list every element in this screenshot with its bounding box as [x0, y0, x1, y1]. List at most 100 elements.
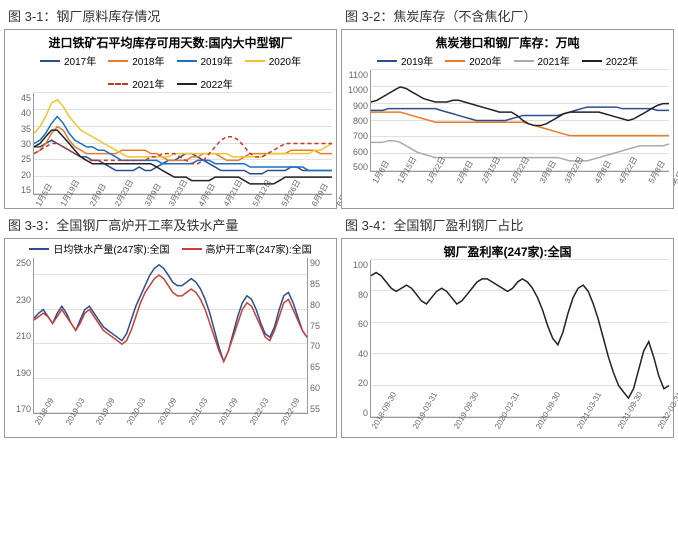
- series-line: [34, 265, 307, 362]
- y-tick: 230: [16, 295, 31, 305]
- legend-label: 2022年: [606, 53, 638, 68]
- legend-swatch: [177, 60, 197, 62]
- y-tick: 170: [16, 404, 31, 414]
- series-line: [34, 130, 332, 184]
- legend-swatch: [108, 60, 128, 62]
- panel-title: 图 3-3：全国钢厂高炉开工率及铁水产量: [4, 213, 337, 236]
- legend-swatch: [377, 60, 397, 62]
- y-axis-right: 55 60 65 70 75 80 85 90: [308, 258, 336, 414]
- x-axis: 2018-092019-032019-092020-032020-092021-…: [33, 414, 308, 434]
- y-tick: 700: [353, 131, 368, 141]
- legend-label: 2022年: [201, 76, 233, 91]
- y-tick: 25: [21, 154, 31, 164]
- y-tick: 900: [353, 101, 368, 111]
- chart-title: 进口铁矿石平均库存可用天数:国内大中型钢厂: [5, 30, 336, 51]
- y-tick: 70: [310, 341, 320, 351]
- series-line: [371, 273, 669, 399]
- plot: 0 20 40 60 80 100 2018-09-302019-03-312019-09-…: [342, 260, 673, 438]
- legend: 2019年 2020年 2021年 2022年: [342, 51, 673, 70]
- y-tick: 30: [21, 139, 31, 149]
- chart-box: 焦炭港口和钢厂库存：万吨 2019年 2020年 2021年 2022年 500 600 70…: [341, 29, 674, 209]
- legend-item: 2017年: [40, 53, 96, 68]
- y-tick: 60: [310, 383, 320, 393]
- legend-label: 2021年: [132, 76, 164, 91]
- legend-swatch: [29, 248, 49, 250]
- y-tick: 55: [310, 404, 320, 414]
- y-tick: 0: [363, 408, 368, 418]
- y-axis: 0 20 40 60 80 100: [342, 260, 370, 418]
- x-axis: 2018-09-302019-03-312019-09-302020-03-31…: [370, 418, 669, 438]
- y-tick: 100: [353, 260, 368, 270]
- legend-item: 日均铁水产量(247家):全国: [29, 241, 169, 256]
- legend-swatch: [582, 60, 602, 62]
- legend-label: 2019年: [401, 53, 433, 68]
- legend-item: 2021年: [514, 53, 570, 68]
- plot-area: [33, 258, 308, 414]
- legend-item: 2018年: [108, 53, 164, 68]
- legend-label: 2021年: [538, 53, 570, 68]
- y-tick: 600: [353, 147, 368, 157]
- y-tick: 250: [16, 258, 31, 268]
- y-tick: 65: [310, 362, 320, 372]
- legend: 2017年 2018年 2019年 2020年 2021年 2022年: [5, 51, 336, 93]
- chart-box: 钢厂盈利率(247家):全国 0 20 40 60 80 100 2018-09-302019…: [341, 238, 674, 438]
- y-tick: 60: [358, 319, 368, 329]
- chart-title: 焦炭港口和钢厂库存：万吨: [342, 30, 673, 51]
- legend-swatch: [40, 60, 60, 62]
- series-line: [34, 140, 332, 174]
- legend-label: 2020年: [469, 53, 501, 68]
- legend-label: 日均铁水产量(247家):全国: [53, 241, 169, 256]
- y-tick: 190: [16, 368, 31, 378]
- panel-c1: 图 3-1：钢厂原料库存情况进口铁矿石平均库存可用天数:国内大中型钢厂2017年…: [4, 4, 337, 209]
- y-tick: 85: [310, 279, 320, 289]
- legend-swatch: [514, 60, 534, 62]
- legend-item: 2021年: [108, 76, 164, 91]
- panel-title: 图 3-2：焦炭库存（不含焦化厂）: [341, 4, 674, 27]
- legend-label: 2019年: [201, 53, 233, 68]
- chart-box: 进口铁矿石平均库存可用天数:国内大中型钢厂2017年2018年2019年2020…: [4, 29, 337, 209]
- y-tick: 35: [21, 124, 31, 134]
- legend-item: 2022年: [177, 76, 233, 91]
- legend-item: 2020年: [245, 53, 301, 68]
- x-axis: 1月5日1月19日2月9日2月23日3月9日3月23日4月6日4月21日5月12…: [33, 195, 332, 215]
- y-axis: 170 190 210 230 250: [5, 258, 33, 414]
- legend-item: 2020年: [445, 53, 501, 68]
- y-tick: 20: [358, 378, 368, 388]
- series-line: [371, 87, 669, 126]
- y-axis: 15202530354045: [5, 93, 33, 195]
- legend-label: 2020年: [269, 53, 301, 68]
- y-tick: 80: [310, 300, 320, 310]
- y-tick: 1100: [349, 70, 368, 80]
- panel-c4: 图 3-4：全国钢厂盈利钢厂占比钢厂盈利率(247家):全国0204060801…: [341, 213, 674, 438]
- legend-label: 2018年: [132, 53, 164, 68]
- y-tick: 90: [310, 258, 320, 268]
- legend-swatch: [445, 60, 465, 62]
- legend-item: 2019年: [377, 53, 433, 68]
- panel-c3: 图 3-3：全国钢厂高炉开工率及铁水产量日均铁水产量(247家):全国 高炉开工率…: [4, 213, 337, 438]
- chart-title: 钢厂盈利率(247家):全国: [342, 239, 673, 260]
- line-svg: [34, 258, 307, 413]
- legend-item: 高炉开工率(247家):全国: [182, 241, 312, 256]
- chart-box: 日均铁水产量(247家):全国 高炉开工率(247家):全国 170 190 210 23…: [4, 238, 337, 438]
- plot: 152025303540451月5日1月19日2月9日2月23日3月9日3月23…: [5, 93, 336, 215]
- y-tick: 80: [358, 290, 368, 300]
- y-tick: 40: [358, 349, 368, 359]
- panel-c2: 图 3-2：焦炭库存（不含焦化厂）焦炭港口和钢厂库存：万吨2019年2020年2…: [341, 4, 674, 209]
- y-tick: 45: [21, 93, 31, 103]
- legend-label: 高炉开工率(247家):全国: [206, 241, 312, 256]
- legend-swatch: [177, 83, 197, 85]
- y-tick: 40: [21, 108, 31, 118]
- panel-title: 图 3-1：钢厂原料库存情况: [4, 4, 337, 27]
- plot: 170 190 210 230 250 55 60 65 70 75 80 85 90 2018-0920…: [5, 258, 336, 434]
- y-tick: 800: [353, 116, 368, 126]
- y-tick: 20: [21, 170, 31, 180]
- legend-item: 2022年: [582, 53, 638, 68]
- y-tick: 75: [310, 321, 320, 331]
- legend-item: 2019年: [177, 53, 233, 68]
- y-tick: 500: [353, 162, 368, 172]
- y-tick: 210: [16, 331, 31, 341]
- y-axis: 50060070080090010001100: [342, 70, 370, 172]
- legend: 日均铁水产量(247家):全国 高炉开工率(247家):全国: [5, 239, 336, 258]
- chart-grid: 图 3-1：钢厂原料库存情况进口铁矿石平均库存可用天数:国内大中型钢厂2017年…: [0, 0, 678, 442]
- legend-label: 2017年: [64, 53, 96, 68]
